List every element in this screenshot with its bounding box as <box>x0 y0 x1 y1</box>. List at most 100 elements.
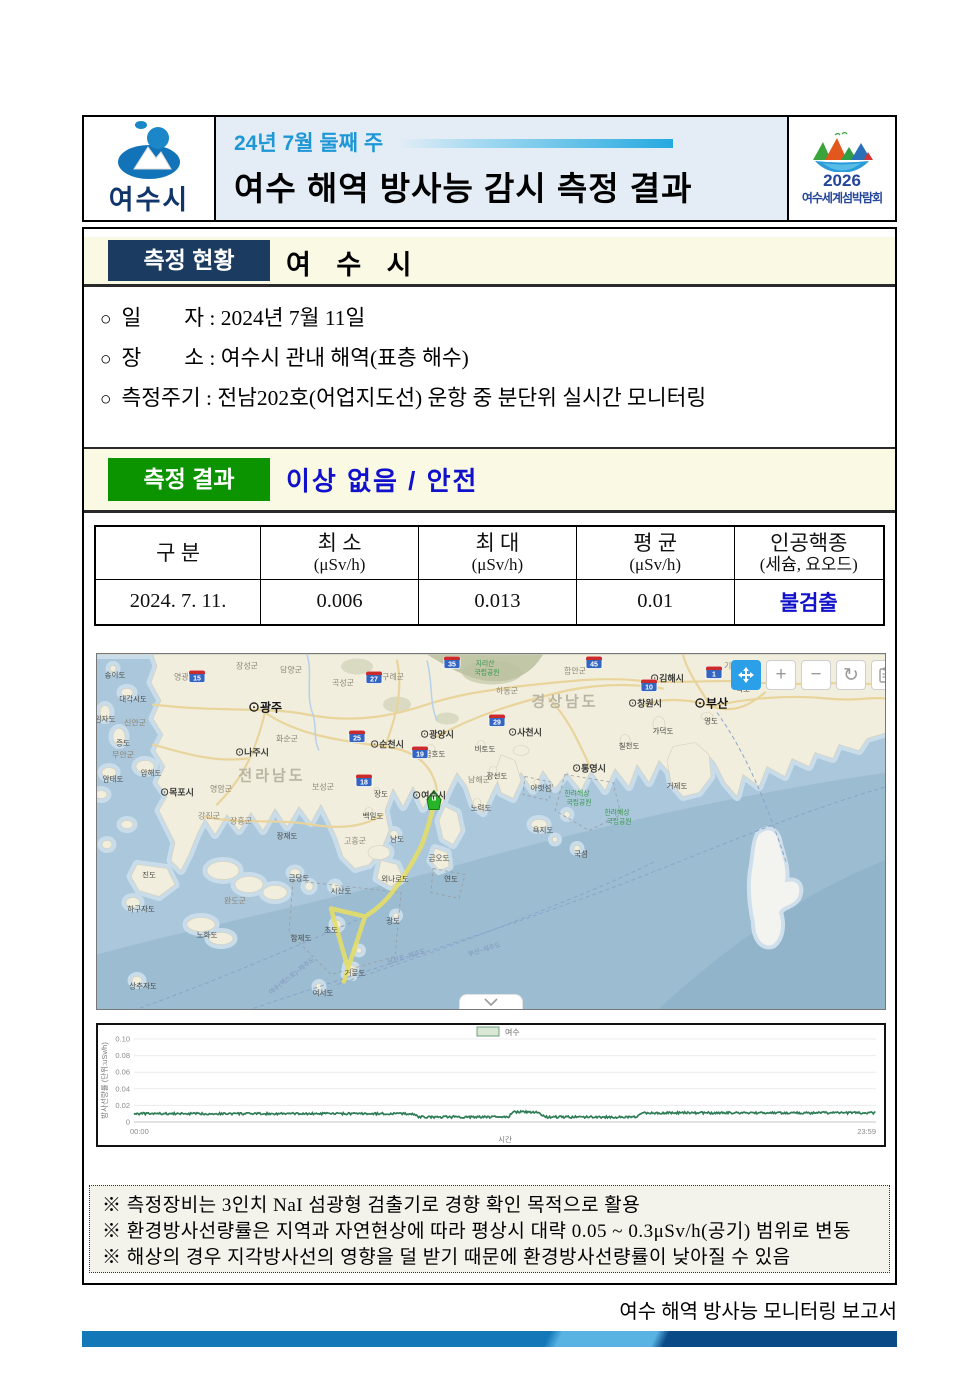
footnote: ※ 환경방사선량률은 지역과 자연현상에 따라 평상시 대략 0.05 ~ 0.… <box>102 1221 852 1242</box>
map-label-island: 장선도 <box>487 771 508 781</box>
map-label-island: 여서도 <box>313 988 334 998</box>
divider <box>84 510 895 513</box>
tsushima-island <box>746 826 804 950</box>
map-label-island: 가덕도 <box>653 726 674 736</box>
expressway-shield-icon: 29 <box>488 714 506 727</box>
legend-swatch <box>476 1026 500 1037</box>
col-header-category: 구 분 <box>94 525 262 580</box>
expo-year: 2026 <box>823 170 861 190</box>
expressway-shield-icon: 19 <box>411 746 429 759</box>
cell-min: 0.006 <box>260 578 419 626</box>
map-collapse-tab[interactable] <box>459 994 523 1009</box>
map-label-island: 아랫섬 <box>531 783 552 793</box>
radiation-series-line <box>133 1109 876 1120</box>
svg-item <box>444 656 460 660</box>
item-sep: : <box>204 346 221 370</box>
map-label-province: 전라남도 <box>238 768 305 785</box>
svg-item <box>412 746 428 750</box>
map-label-island: 노화도 <box>197 931 218 940</box>
map-label-island: 영도 <box>704 716 718 726</box>
map-label-island: 시산도 <box>331 886 352 896</box>
status-section-value: 여 수 시 <box>286 250 421 280</box>
map-label-city: ⊙부산 <box>694 696 728 711</box>
map-label-city: ⊙창원시 <box>628 698 662 709</box>
map-report-button[interactable] <box>871 660 885 690</box>
x-axis-end-label: 23:59 <box>857 1127 876 1136</box>
expressway-shield-icon: 18 <box>355 774 373 787</box>
map-label-city: ⊙여수시 <box>412 790 446 801</box>
expressway-shield-icon: 10 <box>640 679 658 692</box>
map-label-county: 장성군 <box>236 661 258 671</box>
map-label-island: 비토도 <box>475 745 496 754</box>
map-label-island: 암태도 <box>103 774 124 784</box>
svg-item <box>586 656 602 660</box>
y-axis-tick: 0.10 <box>115 1035 130 1044</box>
map-rivers <box>306 654 438 751</box>
footnotes-box: ※ 측정장비는 3인치 NaI 섬광형 검출기로 경향 확인 목적으로 활용 ※… <box>89 1185 890 1273</box>
map-label-park: 국립공원 <box>474 668 499 677</box>
shield-number: 1 <box>712 672 716 679</box>
map-label-county: 남해군 <box>468 775 490 785</box>
svg-item <box>356 774 372 778</box>
cell-nuclide: 불검출 <box>733 578 885 626</box>
ferry-routes <box>135 712 885 1009</box>
map-label-county: 담양군 <box>280 665 302 675</box>
shield-number: 29 <box>493 720 501 727</box>
result-section-value: 이상 없음 / 안전 <box>286 466 479 496</box>
map-label-county: 신안군 <box>124 718 146 728</box>
map-label-park: 한려해상 <box>564 789 589 798</box>
report-header: 여수시 24년 7월 둘째 주 여수 해역 방사능 감시 측정 결과 2026 … <box>82 115 897 222</box>
map-zoom-out-button[interactable]: − <box>801 660 831 690</box>
map-label-county: 영광군 <box>174 672 196 682</box>
divider <box>84 447 895 449</box>
expo-logo-cell: 2026 여수세계섬박람회 <box>789 117 895 220</box>
y-axis-tick: 0.06 <box>115 1068 130 1077</box>
y-axis-title: 방사선량률 (단위:uSv/h) <box>99 1042 109 1119</box>
item-value: 전남202호(어업지도선) 운항 중 분단위 실시간 모니터링 <box>217 386 707 410</box>
report-body-frame: 측정 현황 여 수 시 ○ 일 자 : 2024년 7월 11일 ○ 장 소 : 여… <box>82 227 897 1285</box>
x-axis-start-label: 00:00 <box>130 1127 149 1136</box>
map-label-county: 고흥군 <box>344 836 366 846</box>
map-terrain <box>341 654 543 725</box>
list-item-date: ○ 일 자 : 2024년 7월 11일 <box>100 301 886 341</box>
map-zoom-in-button[interactable]: + <box>766 660 796 690</box>
list-item-place: ○ 장 소 : 여수시 관내 해역(표층 해수) <box>100 341 886 381</box>
footnote: ※ 측정장비는 3인치 NaI 섬광형 검출기로 경향 확인 목적으로 활용 <box>102 1195 641 1216</box>
map-label-city: ⊙순천시 <box>370 740 404 750</box>
tracking-map[interactable]: 전라남도 경상남도 영광군 장성군 담양군 곡성군 구례군 화순군 신안군 무안군 영암군 보성군 강진… <box>96 653 886 1010</box>
radiation-chart: 0 0.02 0.04 0.06 0.08 0.10 00:00 23:59 시간 방사선량률 (… <box>96 1023 886 1147</box>
map-label-county: 영암군 <box>210 784 232 794</box>
gradient-bar <box>397 138 674 148</box>
expressway-shield-icon: 27 <box>365 671 383 684</box>
map-label-city: ⊙목포시 <box>160 788 194 798</box>
map-pan-button[interactable] <box>731 660 761 690</box>
map-label-island: 압해도 <box>141 768 162 778</box>
measurement-table: 구 분 최 소 (μSv/h) 최 대 (μSv/h) 평 균 (μSv/h) 인공핵… <box>94 525 885 626</box>
shield-number: 15 <box>193 676 201 683</box>
map-label-island: 금당도 <box>289 873 310 883</box>
map-label-county: 장흥군 <box>230 816 252 826</box>
item-value: 2024년 7월 11일 <box>220 306 366 330</box>
title-cell: 24년 7월 둘째 주 여수 해역 방사능 감시 측정 결과 <box>216 117 789 220</box>
ship-marker[interactable] <box>426 789 442 810</box>
map-label-island: 광도 <box>386 916 400 926</box>
map-label-island: 금오도 <box>429 854 450 863</box>
circle-bullet-icon: ○ <box>100 349 112 370</box>
map-label-island: 국섬 <box>574 849 588 859</box>
yeosu-city-logo-cell: 여수시 <box>84 117 216 220</box>
expressway-shield-icon: 35 <box>443 656 461 669</box>
report-footer-title: 여수 해역 방사능 모니터링 보고서 <box>619 1301 897 1323</box>
shield-number: 45 <box>590 662 598 669</box>
table-row: 2024. 7. 11. 0.006 0.013 0.01 불검출 <box>94 578 885 626</box>
svg-item <box>706 666 722 670</box>
item-key: 장 소 <box>121 346 205 370</box>
col-header-max: 최 대 (μSv/h) <box>417 525 577 580</box>
map-label-city: ⊙김해시 <box>650 673 684 684</box>
map-label-county: 하동군 <box>496 686 518 696</box>
map-label-island: 거문도 <box>345 969 366 978</box>
map-label-county: 구례군 <box>382 672 404 682</box>
item-sep: : <box>204 306 221 330</box>
map-rotate-button[interactable]: ↻ <box>836 660 866 690</box>
map-label-county: 곡성군 <box>332 679 354 688</box>
